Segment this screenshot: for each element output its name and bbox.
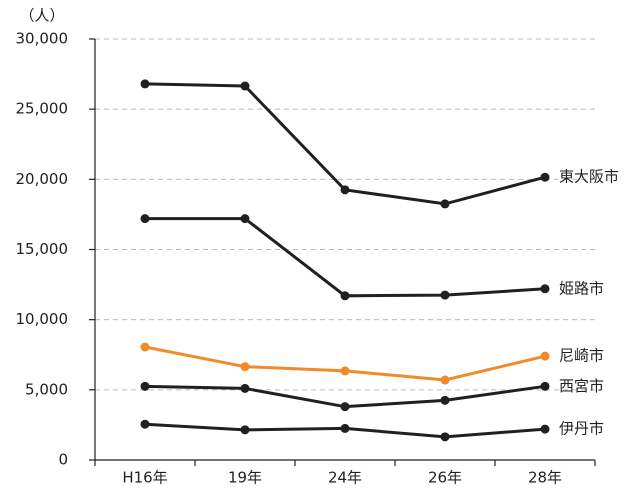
data-point: [240, 383, 250, 393]
data-point: [440, 375, 450, 385]
x-tick-label: 24年: [328, 469, 362, 487]
data-point: [540, 381, 550, 391]
y-axis-unit: （人）: [19, 7, 64, 25]
series-label: 伊丹市: [559, 420, 604, 438]
data-point: [540, 284, 550, 294]
data-point: [240, 81, 250, 91]
y-tick-label: 30,000: [16, 30, 69, 48]
data-point: [140, 342, 150, 352]
series-label: 西宮市: [559, 377, 604, 395]
data-point: [340, 185, 350, 195]
y-tick-label: 25,000: [16, 100, 69, 118]
data-point: [440, 290, 450, 300]
x-tick-label: H16年: [122, 469, 167, 487]
data-point: [140, 79, 150, 89]
y-tick-label: 10,000: [16, 310, 69, 328]
data-point: [440, 432, 450, 442]
y-tick-label: 20,000: [16, 170, 69, 188]
series-label: 姫路市: [559, 279, 604, 297]
series-label: 東大阪市: [559, 168, 619, 186]
data-point: [340, 291, 350, 301]
y-tick-label: 5,000: [25, 380, 68, 398]
y-tick-label: 0: [58, 451, 68, 469]
data-point: [140, 419, 150, 429]
data-point: [340, 423, 350, 433]
data-point: [540, 351, 550, 361]
data-point: [340, 402, 350, 412]
series-line: [145, 217, 546, 298]
data-point: [540, 172, 550, 182]
data-point: [140, 214, 150, 224]
data-point: [240, 362, 250, 372]
x-tick-label: 26年: [428, 469, 462, 487]
data-point: [240, 425, 250, 435]
data-point: [140, 381, 150, 391]
data-point: [440, 199, 450, 209]
series-label: 尼崎市: [559, 347, 604, 365]
data-point: [340, 366, 350, 376]
data-point: [540, 424, 550, 434]
y-tick-label: 15,000: [16, 240, 69, 258]
data-point: [440, 395, 450, 405]
data-point: [240, 214, 250, 224]
x-tick-label: 19年: [228, 469, 262, 487]
x-tick-label: 28年: [528, 469, 562, 487]
